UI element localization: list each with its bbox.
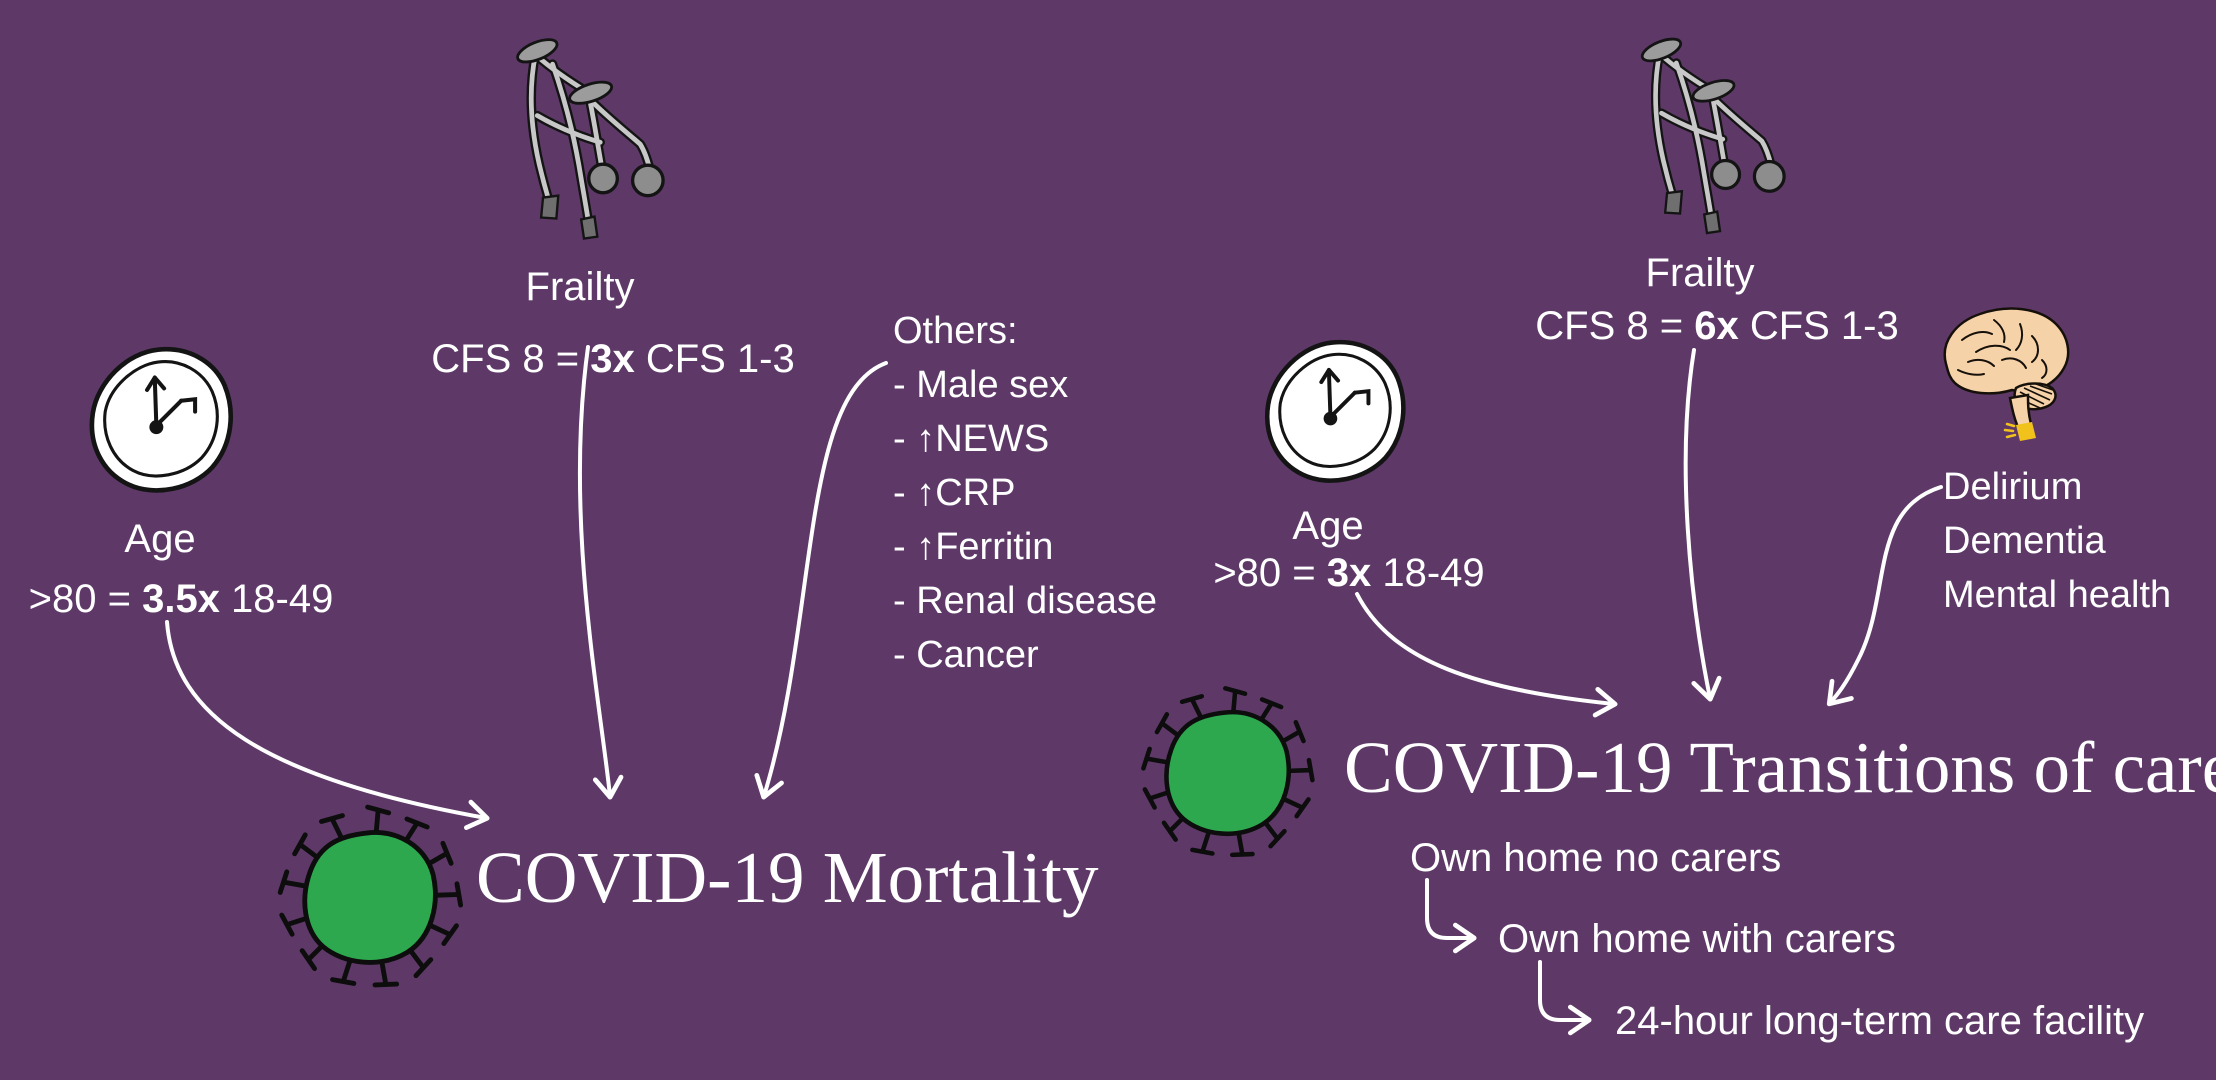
brain-condition-delirium: Delirium xyxy=(1943,466,2083,508)
clock-icon xyxy=(1256,338,1414,490)
arrow-care-step1-to-step2 xyxy=(1425,878,1477,954)
age-stat-right-prefix: >80 = xyxy=(1213,551,1327,595)
care-step-own-home-with-carers: Own home with carers xyxy=(1498,917,1896,961)
brain-condition-mental-health: Mental health xyxy=(1943,574,2172,616)
age-stat-left: >80 = 3.5x 18-49 xyxy=(29,576,334,622)
others-item-news: - ↑NEWS xyxy=(893,418,1050,460)
age-stat-left-bold: 3.5x xyxy=(142,577,220,621)
mortality-title: COVID-19 Mortality xyxy=(476,837,1099,918)
walker-icon xyxy=(1628,26,1786,244)
frailty-stat-right: CFS 8 = 6x CFS 1-3 xyxy=(1535,303,1899,349)
age-stat-left-suffix: 18-49 xyxy=(219,577,334,621)
age-label-left: Age xyxy=(124,517,196,561)
transitions-title: COVID-19 Transitions of care xyxy=(1344,727,2216,808)
age-stat-right-suffix: 18-49 xyxy=(1371,551,1485,595)
frailty-label-right: Frailty xyxy=(1645,251,1755,295)
clock-icon xyxy=(82,345,240,500)
brain-conditions-list: Delirium Dementia Mental health xyxy=(1943,460,2171,622)
others-heading: Others: xyxy=(893,310,1018,352)
arrow-frailty-to-transitions xyxy=(1683,348,1722,702)
arrow-frailty-to-mortality xyxy=(577,345,624,800)
frailty-stat-left: CFS 8 = 3x CFS 1-3 xyxy=(431,336,795,382)
frailty-stat-right-bold: 6x xyxy=(1694,304,1739,348)
arrow-others-to-mortality xyxy=(754,361,888,800)
frailty-stat-left-suffix: CFS 1-3 xyxy=(634,337,795,381)
age-stat-right: >80 = 3x 18-49 xyxy=(1213,550,1484,596)
frailty-stat-left-bold: 3x xyxy=(590,337,635,381)
others-list: Others: - Male sex - ↑NEWS - ↑CRP - ↑Fer… xyxy=(893,304,1157,682)
age-stat-right-bold: 3x xyxy=(1326,551,1372,595)
others-item-cancer: - Cancer xyxy=(893,634,1039,676)
others-item-ferritin: - ↑Ferritin xyxy=(893,526,1054,568)
others-item-crp: - ↑CRP xyxy=(893,472,1016,514)
brain-icon xyxy=(1932,300,2082,450)
others-item-male-sex: - Male sex xyxy=(893,364,1069,406)
care-step-own-home-no-carers: Own home no carers xyxy=(1410,836,1782,880)
frailty-stat-right-suffix: CFS 1-3 xyxy=(1738,304,1899,348)
brain-condition-dementia: Dementia xyxy=(1943,520,2106,562)
others-item-renal-disease: - Renal disease xyxy=(893,580,1158,622)
arrow-care-step2-to-step3 xyxy=(1538,960,1592,1036)
frailty-stat-left-prefix: CFS 8 = xyxy=(431,337,591,381)
care-step-long-term-care-facility: 24-hour long-term care facility xyxy=(1615,999,2145,1043)
arrow-brain-to-transitions xyxy=(1826,485,1943,707)
age-stat-left-prefix: >80 = xyxy=(28,577,143,621)
arrow-age-to-transitions xyxy=(1355,592,1618,718)
frailty-stat-right-prefix: CFS 8 = xyxy=(1535,304,1695,348)
arrow-age-to-mortality xyxy=(165,620,490,830)
coronavirus-icon xyxy=(1132,674,1324,872)
coronavirus-icon xyxy=(268,795,473,1000)
walker-icon xyxy=(503,26,665,250)
age-label-right: Age xyxy=(1292,504,1364,548)
frailty-label-left: Frailty xyxy=(525,265,635,309)
